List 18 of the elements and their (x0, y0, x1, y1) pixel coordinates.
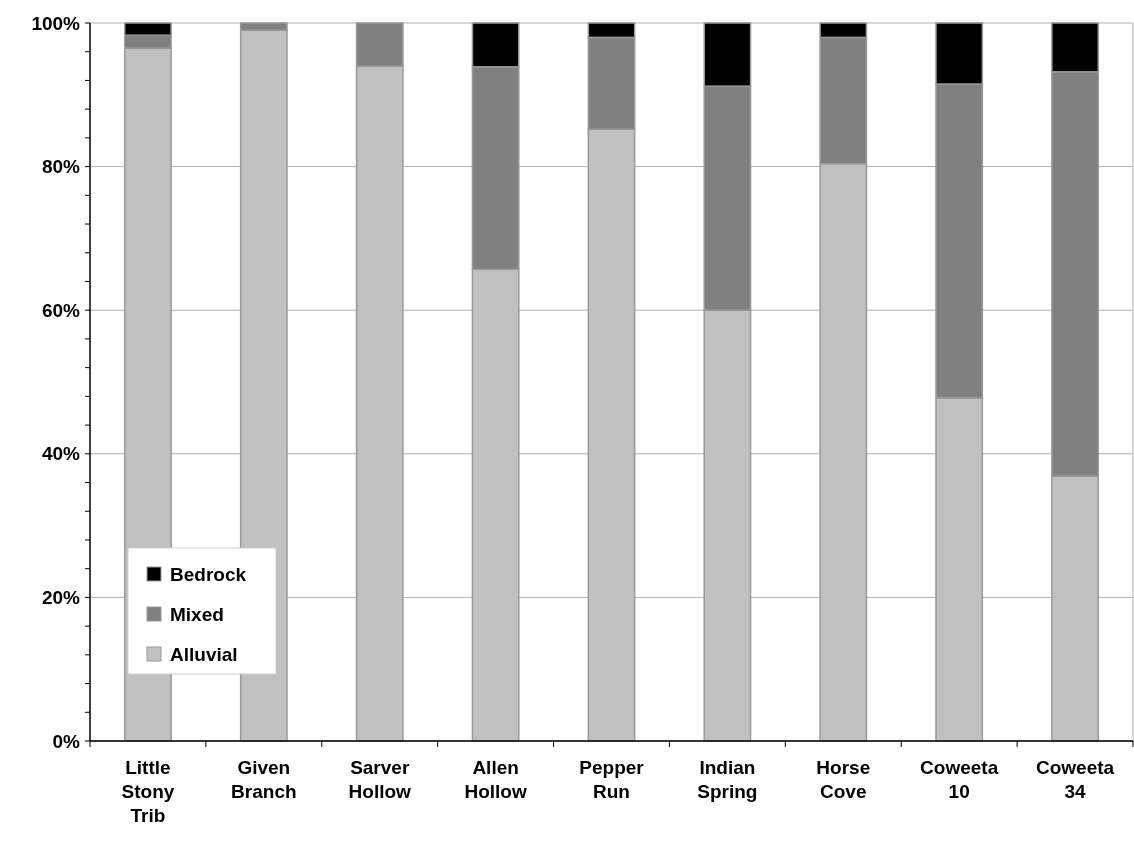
x-tick-label: Horse Cove (816, 757, 871, 802)
y-tick-label: 80% (41, 156, 81, 178)
y-tick-label: 0% (52, 730, 81, 752)
y-tick-label: 40% (41, 443, 81, 465)
legend-label: Alluvial (170, 643, 238, 665)
x-tick-label: Indian Spring (697, 757, 758, 802)
legend-label: Bedrock (170, 563, 247, 585)
y-tick-label: 100% (31, 12, 81, 34)
x-tick-label: Given Branch (231, 757, 297, 802)
x-tick-label: Pepper Run (579, 757, 645, 802)
x-tick-label: Coweeta 34 (1035, 757, 1115, 802)
x-tick-label: Sarver Hollow (348, 757, 412, 802)
legend-label: Mixed (170, 603, 224, 625)
x-tick-label: Coweeta 10 (920, 757, 999, 802)
x-tick-label: Allen Hollow (464, 757, 527, 802)
y-tick-label: 60% (41, 299, 81, 321)
x-tick-label: Little Stony Trib (121, 757, 175, 826)
y-tick-label: 20% (41, 587, 81, 609)
